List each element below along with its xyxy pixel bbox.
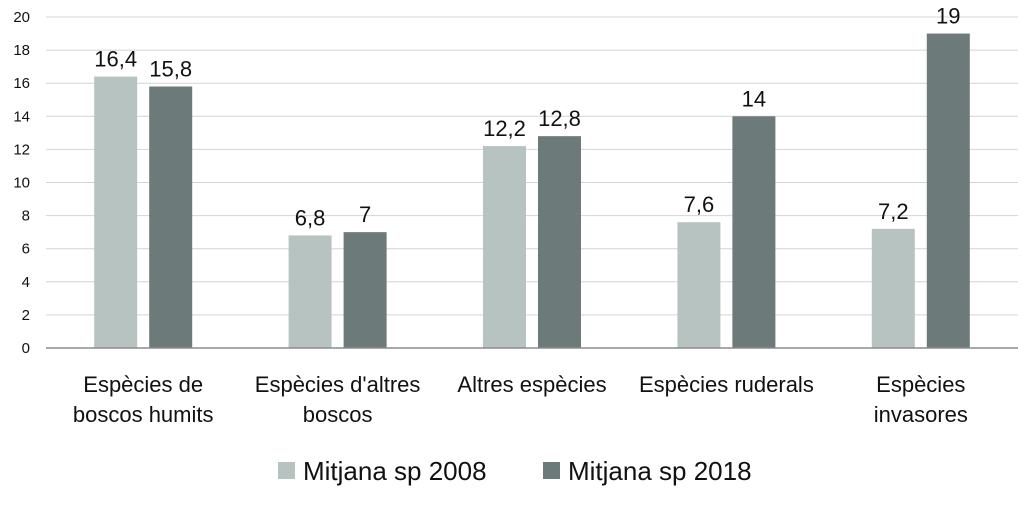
y-tick-label: 16 xyxy=(13,75,30,92)
data-labels: 16,4 15,8 6,8 7 12,2 12,8 7,6 14 7,2 19 xyxy=(94,4,960,231)
gridlines xyxy=(46,16,1018,316)
bars xyxy=(94,33,970,349)
data-label: 7,6 xyxy=(684,192,715,217)
bar xyxy=(288,235,332,348)
x-tick-label: Altres espècies xyxy=(457,372,606,397)
y-tick-label: 0 xyxy=(22,340,30,357)
y-tick-label: 18 xyxy=(13,42,30,59)
bar xyxy=(483,146,526,348)
bar xyxy=(926,33,970,349)
bar xyxy=(871,228,915,348)
data-label: 19 xyxy=(936,4,960,29)
bar xyxy=(732,116,776,348)
bar xyxy=(538,136,581,348)
legend-label: Mitjana sp 2008 xyxy=(303,456,487,486)
y-axis-ticks: 0 2 4 6 8 10 12 14 16 18 20 xyxy=(13,9,30,357)
y-tick-label: 8 xyxy=(22,208,30,225)
x-tick-label: boscos xyxy=(303,402,373,427)
category-labels: Espècies de boscos humits Espècies d'altre… xyxy=(73,372,968,427)
y-tick-label: 12 xyxy=(13,141,30,158)
x-tick-label: Espècies d'altres xyxy=(255,372,421,397)
data-label: 7,2 xyxy=(878,199,909,224)
y-tick-label: 4 xyxy=(22,274,30,291)
legend-swatch xyxy=(278,462,295,479)
legend: Mitjana sp 2008 Mitjana sp 2018 xyxy=(278,456,752,486)
x-tick-label: Espècies xyxy=(876,372,965,397)
x-tick-label: boscos humits xyxy=(73,402,214,427)
data-label: 7 xyxy=(359,202,371,227)
data-label: 6,8 xyxy=(295,205,326,230)
bar xyxy=(343,232,387,348)
bar xyxy=(677,222,721,348)
bar xyxy=(94,76,138,348)
y-tick-label: 10 xyxy=(13,175,30,192)
x-tick-label: Espècies ruderals xyxy=(639,372,814,397)
data-label: 12,8 xyxy=(538,106,581,131)
y-tick-label: 6 xyxy=(22,241,30,258)
bar xyxy=(149,86,193,348)
y-tick-label: 14 xyxy=(13,108,30,125)
x-tick-label: invasores xyxy=(874,402,968,427)
data-label: 12,2 xyxy=(483,116,526,141)
x-tick-label: Espècies de xyxy=(83,372,203,397)
data-label: 15,8 xyxy=(149,57,192,82)
legend-swatch xyxy=(543,462,560,479)
y-tick-label: 20 xyxy=(13,9,30,26)
legend-label: Mitjana sp 2018 xyxy=(568,456,752,486)
data-label: 14 xyxy=(742,86,766,111)
data-label: 16,4 xyxy=(94,47,137,72)
y-tick-label: 2 xyxy=(22,307,30,324)
